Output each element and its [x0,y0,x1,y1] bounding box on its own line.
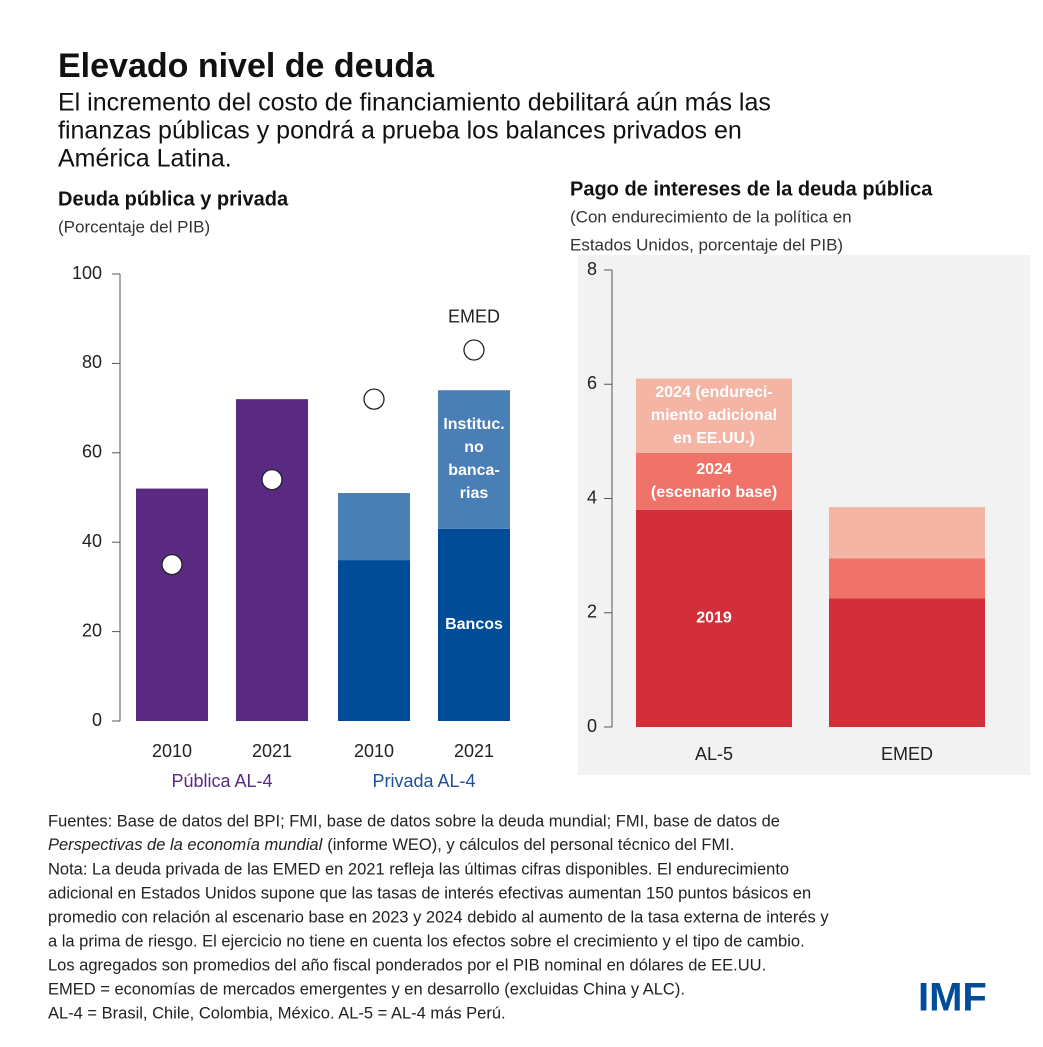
series-label: EMED [448,307,500,327]
chart-subtitle: (Porcentaje del PIB) [58,217,210,236]
segment-label: en EE.UU.) [673,430,755,447]
y-tick-label: 2 [587,602,597,622]
segment-label: rias [460,485,489,502]
segment-label: 2024 [696,461,732,478]
chart-subtitle: Estados Unidos, porcentaje del PIB) [570,235,843,254]
bar-segment [636,378,792,453]
bar-segment [829,598,985,727]
chart-title: Deuda pública y privada [58,188,289,210]
x-tick-label: AL-5 [695,744,733,764]
scatter-point [261,468,283,491]
note-line: Fuentes: Base de datos del BPI; FMI, bas… [48,812,780,830]
segment-label: no [464,439,484,456]
y-tick-label: 6 [587,373,597,393]
bar-segment [829,507,985,559]
y-tick-label: 4 [587,487,597,507]
page-subtitle: finanzas públicas y pondrá a prueba los … [58,117,742,145]
note-part: (informe WEO), y cálculos del personal t… [327,836,734,854]
note-line: adicional en Estados Unidos supone que l… [48,884,811,902]
x-tick-label: 2010 [152,741,192,761]
segment-label: Instituc. [443,416,504,433]
segment-label: 2024 (endureci- [655,384,772,401]
chart-title: Pago de intereses de la deuda pública [570,178,933,200]
bar-segment [636,509,792,727]
y-tick-label: 80 [82,352,102,372]
page-title: Elevado nivel de deuda [58,47,435,85]
y-tick-label: 40 [82,531,102,551]
bar-segment [236,399,308,721]
scatter-point [363,388,385,410]
bar-segment [338,493,410,561]
note-line: AL-4 = Brasil, Chile, Colombia, México. … [48,1004,506,1022]
note-line: Los agregados son promedios del año fisc… [48,956,766,974]
x-tick-label: 2010 [354,741,394,761]
y-tick-label: 20 [82,620,102,640]
segment-label: banca- [448,462,500,479]
bar-segment [136,488,208,721]
bar-segment [438,390,510,529]
group-label: Pública AL-4 [171,771,272,791]
note-part: Perspectivas de la economía mundial [48,836,324,854]
group-label: Privada AL-4 [372,771,475,791]
x-tick-label: EMED [881,744,933,764]
y-tick-label: 8 [587,259,597,279]
note-line: Perspectivas de la economía mundial (info… [48,836,734,854]
segment-label: miento adicional [651,407,777,424]
y-tick-label: 60 [82,442,102,462]
segment-label: (escenario base) [651,484,777,501]
bar-segment [636,452,792,510]
x-tick-label: 2021 [454,741,494,761]
page-subtitle: América Latina. [58,145,232,173]
scatter-point [463,339,485,361]
bar-segment [438,528,510,721]
segment-label: 2019 [696,610,732,627]
segment-label: Bancos [445,616,503,633]
bar-segment [829,558,985,599]
note-line: a la prima de riesgo. El ejercicio no ti… [48,932,805,950]
bar-segment [338,560,410,721]
note-line: promedio con relación al escenario base … [48,908,829,926]
y-tick-label: 0 [587,716,597,736]
chart-subtitle: (Con endurecimiento de la política en [570,207,852,226]
y-tick-label: 100 [72,263,102,283]
logo: IMF [918,976,987,1020]
note-line: EMED = economías de mercados emergentes … [48,980,685,998]
scatter-point [161,553,183,576]
page-subtitle: El incremento del costo de financiamient… [58,89,771,117]
note-line: Nota: La deuda privada de las EMED en 20… [48,860,789,878]
x-tick-label: 2021 [252,741,292,761]
y-tick-label: 0 [92,710,102,730]
